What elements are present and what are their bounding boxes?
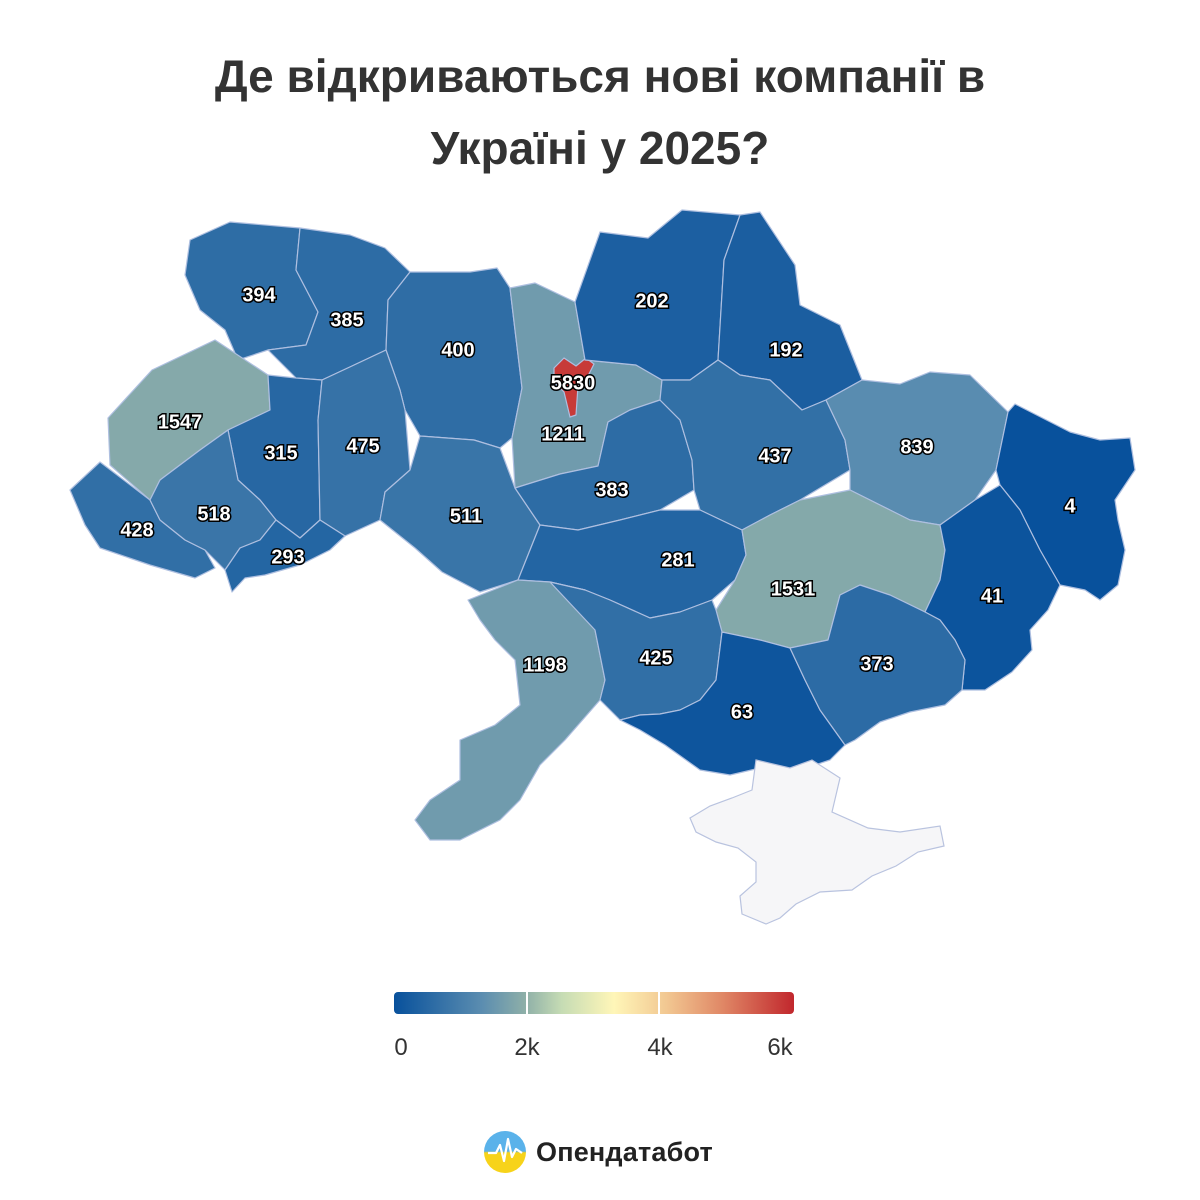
title-line-1: Де відкриваються нові компанії в xyxy=(214,50,986,102)
value-label-luhansk: 4 xyxy=(1064,495,1076,517)
region-poltava xyxy=(659,359,851,531)
legend-tick-4k: 4k xyxy=(647,1034,673,1061)
region-zakarpattia xyxy=(69,461,216,579)
value-label-chernivtsi: 293 xyxy=(271,546,304,568)
value-label-zhytomyr: 400 xyxy=(441,339,474,361)
legend-tick-2k: 2k xyxy=(514,1034,540,1061)
region-zaporizhzhia xyxy=(789,584,966,746)
value-label-odesa: 1198 xyxy=(523,654,566,676)
labels-layer: 394 385 400 1211 5830 202 192 1547 315 475 511 383 4… xyxy=(119,283,1078,725)
value-label-dnipropetrovsk: 1531 xyxy=(771,578,816,600)
value-label-lviv: 1547 xyxy=(158,411,203,433)
regions-layer xyxy=(69,209,1136,841)
region-crimea xyxy=(689,759,945,925)
value-label-kharkiv: 839 xyxy=(900,436,933,458)
value-label-zakarpattia: 428 xyxy=(120,519,153,541)
value-label-khmelnytskyi: 475 xyxy=(346,435,379,457)
value-label-mykolaiv: 425 xyxy=(639,647,672,669)
legend-separator xyxy=(526,992,528,1014)
opendatabot-logo-icon xyxy=(484,1131,526,1173)
title-line-2: Україні у 2025? xyxy=(430,122,770,174)
color-scale-legend xyxy=(394,992,794,1014)
legend-tick-0: 0 xyxy=(394,1034,408,1061)
value-label-sumy: 192 xyxy=(769,339,802,361)
value-label-cherkasy: 383 xyxy=(595,479,628,501)
value-label-poltava: 437 xyxy=(758,445,791,467)
value-label-ternopil: 315 xyxy=(264,442,297,464)
value-label-kyiv-city: 5830 xyxy=(551,372,596,394)
legend-tick-6k: 6k xyxy=(767,1034,793,1061)
value-label-kherson: 63 xyxy=(731,701,753,723)
brand-name: Опендатабот xyxy=(536,1136,713,1167)
value-label-rivne: 385 xyxy=(330,309,363,331)
region-chernivtsi xyxy=(224,519,346,593)
map-title: Де відкриваються нові компанії в Україні… xyxy=(0,40,1200,184)
region-kyiv-city xyxy=(553,357,595,418)
value-label-donetsk: 41 xyxy=(981,585,1003,607)
region-odesa xyxy=(414,579,606,841)
value-label-kirovohrad: 281 xyxy=(661,549,694,571)
brand: Опендатабот xyxy=(484,1130,713,1174)
value-label-zaporizhzhia: 373 xyxy=(860,653,893,675)
value-label-vinnytsia: 511 xyxy=(450,505,482,527)
legend-separator xyxy=(658,992,660,1014)
value-label-kyiv-oblast: 1211 xyxy=(541,423,584,445)
value-label-ivano-frankivsk: 518 xyxy=(197,503,230,525)
value-label-chernihiv: 202 xyxy=(635,290,668,312)
value-label-volyn: 394 xyxy=(242,284,276,306)
